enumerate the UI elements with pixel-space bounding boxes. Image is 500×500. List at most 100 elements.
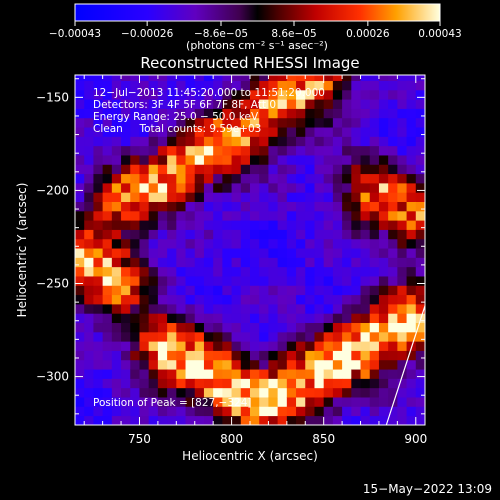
- heatmap-cell: [369, 220, 380, 230]
- heatmap-cell: [351, 276, 361, 286]
- heatmap-cell: [277, 220, 288, 230]
- heatmap-cell: [231, 182, 242, 193]
- heatmap-cell: [406, 248, 417, 258]
- annotation-block: 12−Jul−2013 11:45:20.000 to 11:51:20.000…: [93, 87, 325, 135]
- heatmap-cell: [360, 136, 371, 147]
- heatmap-cell: [121, 155, 131, 165]
- heatmap-cell: [148, 266, 159, 277]
- heatmap-cell: [406, 378, 417, 389]
- heatmap-cell: [130, 266, 140, 277]
- heatmap-cell: [415, 341, 425, 351]
- heatmap-cell: [93, 397, 104, 407]
- heatmap-cell: [203, 136, 214, 147]
- heatmap-cell: [250, 80, 260, 91]
- heatmap-cell: [176, 415, 186, 425]
- heatmap-cell: [222, 303, 232, 314]
- heatmap-cell: [203, 248, 214, 258]
- heatmap-cell: [286, 387, 297, 398]
- heatmap-cell: [176, 294, 186, 305]
- heatmap-cell: [185, 164, 196, 175]
- heatmap-cell: [167, 136, 177, 147]
- heatmap-cell: [167, 99, 177, 109]
- peak-position-label: Position of Peak = [827,−324]: [93, 397, 252, 409]
- heatmap-cell: [332, 89, 343, 100]
- heatmap-cell: [213, 80, 223, 91]
- heatmap-cell: [111, 89, 122, 100]
- heatmap-cell: [286, 276, 297, 286]
- heatmap-cell: [185, 192, 196, 202]
- heatmap-cell: [415, 415, 425, 425]
- heatmap-cell: [351, 378, 361, 389]
- heatmap-cell: [213, 276, 223, 286]
- heatmap-cell: [369, 303, 380, 314]
- heatmap-cell: [406, 350, 417, 361]
- heatmap-cell: [231, 80, 242, 91]
- heatmap-cell: [342, 201, 352, 212]
- heatmap-cell: [342, 276, 352, 286]
- heatmap-cell: [286, 303, 297, 314]
- heatmap-cell: [148, 229, 159, 240]
- heatmap-cell: [259, 257, 269, 268]
- heatmap-cell: [388, 220, 398, 230]
- heatmap-cell: [139, 145, 150, 156]
- heatmap-cell: [415, 276, 425, 286]
- heatmap-cell: [176, 313, 186, 324]
- heatmap-cell: [222, 415, 232, 425]
- x-tick-label: 900: [404, 432, 427, 446]
- heatmap-cell: [203, 145, 214, 156]
- heatmap-cell: [351, 155, 361, 165]
- heatmap-cell: [378, 173, 389, 184]
- heatmap-cell: [250, 322, 260, 333]
- heatmap-cell: [176, 108, 186, 119]
- heatmap-cell: [332, 164, 343, 175]
- heatmap-cell: [240, 397, 251, 407]
- heatmap-cell: [259, 369, 269, 379]
- heatmap-cell: [231, 387, 242, 398]
- heatmap-cell: [323, 313, 334, 324]
- heatmap-cell: [268, 266, 279, 277]
- heatmap-cell: [111, 303, 122, 314]
- heatmap-cell: [121, 89, 131, 100]
- heatmap-cell: [314, 229, 325, 240]
- heatmap-cell: [305, 257, 315, 268]
- heatmap-cell: [415, 145, 425, 156]
- heatmap-cell: [296, 369, 306, 379]
- heatmap-cell: [296, 248, 306, 258]
- heatmap-cell: [102, 99, 113, 109]
- heatmap-cell: [415, 80, 425, 91]
- heatmap-cell: [102, 257, 113, 268]
- heatmap-cell: [296, 276, 306, 286]
- heatmap-cell: [203, 75, 214, 81]
- heatmap-cell: [259, 397, 269, 407]
- heatmap-cell: [240, 155, 251, 165]
- heatmap-cell: [268, 406, 279, 417]
- heatmap-cell: [360, 192, 371, 202]
- heatmap-cell: [259, 145, 269, 156]
- heatmap-cell: [351, 201, 361, 212]
- heatmap-cell: [332, 257, 343, 268]
- heatmap-cell: [130, 313, 140, 324]
- heatmap-cell: [415, 201, 425, 212]
- heatmap-cell: [240, 80, 251, 91]
- heatmap-cell: [259, 89, 269, 100]
- heatmap-cell: [130, 406, 140, 417]
- heatmap-cell: [194, 192, 205, 202]
- heatmap-cell: [213, 145, 223, 156]
- heatmap-cell: [388, 145, 398, 156]
- heatmap-cell: [286, 201, 297, 212]
- heatmap-cell: [277, 341, 288, 351]
- heatmap-cell: [268, 145, 279, 156]
- heatmap-cell: [102, 294, 113, 305]
- heatmap-cell: [268, 173, 279, 184]
- heatmap-cell: [323, 145, 334, 156]
- heatmap-cell: [286, 322, 297, 333]
- heatmap-cell: [75, 303, 85, 314]
- heatmap-cell: [277, 99, 288, 109]
- heatmap-cell: [378, 415, 389, 425]
- heatmap-cell: [93, 210, 104, 221]
- heatmap-cell: [222, 201, 232, 212]
- heatmap-cell: [268, 378, 279, 389]
- heatmap-cell: [296, 145, 306, 156]
- heatmap-cell: [111, 136, 122, 147]
- heatmap-cell: [231, 331, 242, 342]
